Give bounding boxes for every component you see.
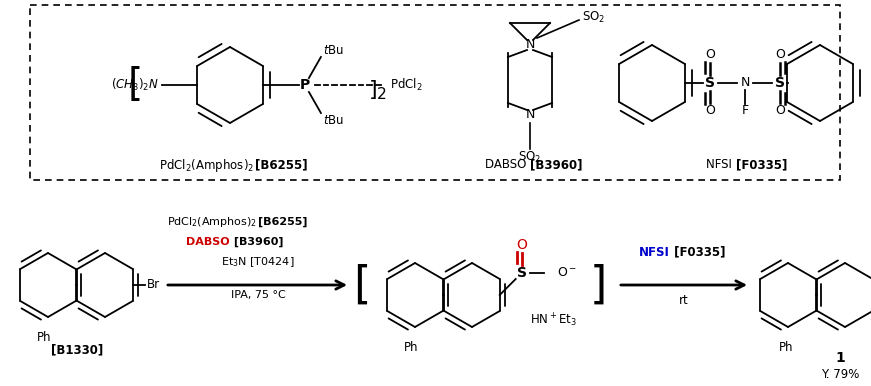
Text: DABSO: DABSO	[485, 159, 530, 171]
Text: S: S	[517, 266, 527, 280]
Text: Ph: Ph	[37, 331, 51, 344]
Text: [B6255]: [B6255]	[258, 217, 307, 227]
Text: Et$_3$N [T0424]: Et$_3$N [T0424]	[221, 255, 294, 269]
Text: O: O	[705, 105, 715, 117]
Text: $t$Bu: $t$Bu	[323, 113, 344, 127]
Text: Br: Br	[146, 279, 160, 291]
Text: [F0335]: [F0335]	[670, 245, 726, 259]
Text: PdCl$_2$(Amphos)$_2$: PdCl$_2$(Amphos)$_2$	[167, 215, 258, 229]
Text: Y. 79%: Y. 79%	[820, 367, 859, 381]
Text: [B3960]: [B3960]	[230, 237, 283, 247]
Bar	[30, 5, 840, 180]
Text: [: [	[127, 66, 143, 104]
Text: PdCl$_2$: PdCl$_2$	[390, 77, 422, 93]
Text: N: N	[740, 76, 750, 90]
Text: Ph: Ph	[779, 341, 793, 354]
Text: O: O	[775, 105, 785, 117]
Text: PdCl$_2$(Amphos)$_2$: PdCl$_2$(Amphos)$_2$	[159, 156, 255, 173]
Text: 1: 1	[835, 351, 845, 365]
Text: [: [	[354, 264, 371, 306]
Text: [B3960]: [B3960]	[530, 159, 583, 171]
Text: S: S	[705, 76, 715, 90]
Text: $(CH_3)_2N$: $(CH_3)_2N$	[111, 77, 159, 93]
Text: [B6255]: [B6255]	[255, 159, 307, 171]
Text: ]: ]	[590, 264, 607, 306]
Text: O: O	[705, 49, 715, 61]
Text: $t$Bu: $t$Bu	[323, 44, 344, 56]
Text: NFSI: NFSI	[639, 245, 670, 259]
Text: F: F	[741, 105, 748, 117]
Text: SO$_2$: SO$_2$	[518, 149, 542, 164]
Text: rt: rt	[679, 293, 689, 306]
Text: [B1330]: [B1330]	[51, 344, 103, 357]
Text: SO$_2$: SO$_2$	[582, 9, 605, 25]
Text: N: N	[525, 108, 535, 122]
Text: O: O	[775, 49, 785, 61]
Text: S: S	[775, 76, 785, 90]
Text: P: P	[300, 78, 310, 92]
Text: O$^-$: O$^-$	[557, 266, 577, 279]
Text: IPA, 75 °C: IPA, 75 °C	[231, 290, 286, 300]
Text: ]$_2$: ]$_2$	[368, 78, 387, 102]
Text: O: O	[517, 238, 527, 252]
Text: DABSO: DABSO	[186, 237, 230, 247]
Text: [F0335]: [F0335]	[736, 159, 787, 171]
Text: HN$^+$Et$_3$: HN$^+$Et$_3$	[530, 311, 577, 329]
Text: Ph: Ph	[404, 341, 418, 354]
Text: N: N	[525, 39, 535, 51]
Text: NFSI: NFSI	[706, 159, 736, 171]
